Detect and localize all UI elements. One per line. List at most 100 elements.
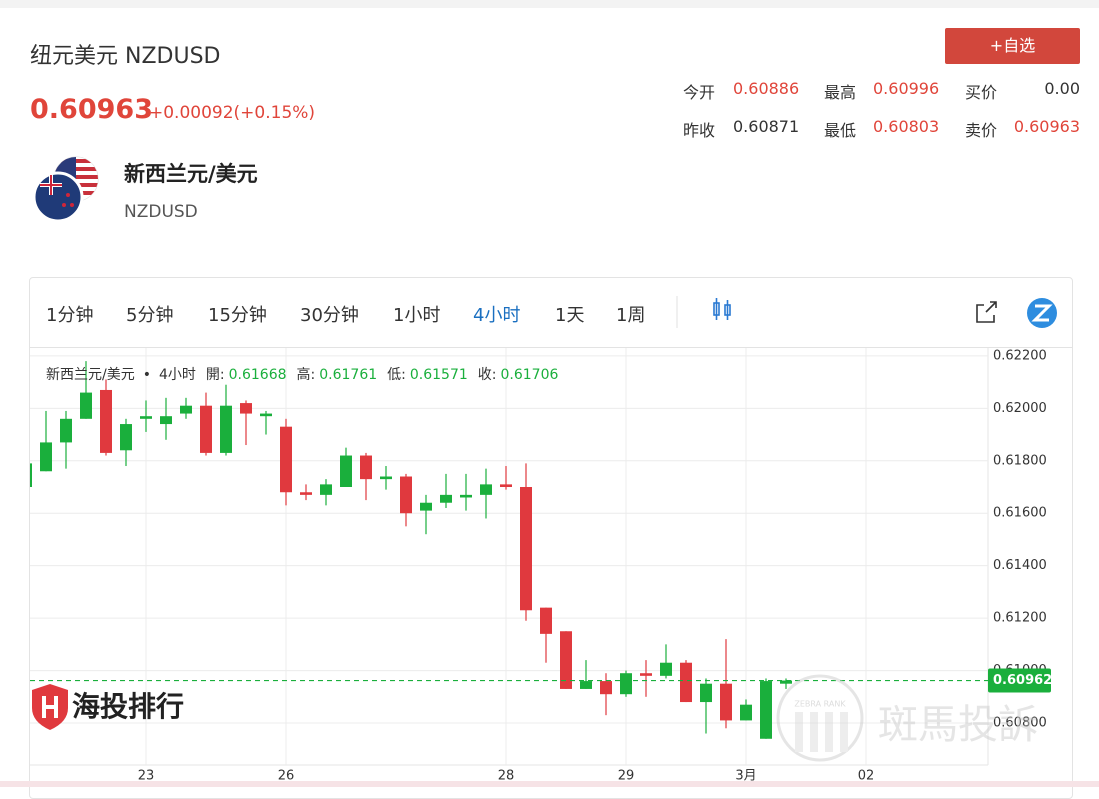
- candle-body: [520, 487, 532, 611]
- flag-icon: [32, 156, 99, 223]
- candle-body: [600, 681, 612, 695]
- candle-body: [80, 392, 92, 419]
- y-tick-label: 0.60800: [993, 716, 1047, 731]
- candle-body: [580, 681, 592, 689]
- x-tick-label: 02: [858, 769, 875, 784]
- stat-value: 0.60803: [873, 117, 940, 136]
- legend-field-label: 收:: [478, 367, 497, 383]
- y-tick-label: 0.61800: [993, 453, 1047, 468]
- candle-body: [160, 416, 172, 425]
- legend-field-value: 0.61571: [410, 367, 468, 383]
- logo-text: 海投排行: [72, 690, 184, 723]
- candle-body: [30, 463, 32, 487]
- y-tick-label: 0.62000: [993, 401, 1047, 416]
- candle-body: [260, 413, 272, 417]
- candle-body: [300, 492, 312, 495]
- toolbar-divider: [30, 347, 1072, 348]
- stat-value: 0.60963: [1013, 117, 1080, 136]
- interval-tab[interactable]: 30分钟: [300, 305, 359, 326]
- candle-body: [240, 403, 252, 414]
- stat-value: 0.60996: [873, 79, 940, 98]
- page-title: 纽元美元 NZDUSD: [30, 44, 221, 69]
- interval-tab[interactable]: 1周: [616, 305, 646, 326]
- interval-tab[interactable]: 1天: [555, 305, 585, 326]
- candles: [30, 361, 792, 739]
- legend-field-value: 0.61668: [229, 367, 287, 383]
- candle-body: [180, 405, 192, 414]
- price: 0.60963: [30, 94, 153, 125]
- candle-body: [40, 442, 52, 472]
- instrument-code: NZDUSD: [124, 202, 198, 222]
- logo-watermark: 海投排行: [32, 684, 184, 730]
- stat-value: 0.00: [1044, 79, 1080, 98]
- candle-body: [680, 662, 692, 703]
- legend-interval: 4小时: [159, 367, 196, 383]
- legend-field-label: 高:: [297, 366, 316, 383]
- candle-body: [100, 389, 112, 453]
- add-watchlist-button[interactable]: +自选: [945, 28, 1080, 64]
- candle-body: [620, 673, 632, 695]
- badge-text: ZEBRA RANK: [794, 700, 846, 709]
- stat-value: 0.60886: [733, 79, 800, 98]
- top-bar: [0, 0, 1099, 8]
- y-tick-label: 0.61200: [993, 611, 1047, 626]
- legend-name: 新西兰元/美元: [46, 367, 135, 383]
- overlay: 0.62200 0.62000 0.61800 0.61600 0.61400 0.612…: [30, 348, 1052, 784]
- y-tick-label: 0.61400: [993, 558, 1047, 573]
- price-change: +0.00092(+0.15%): [149, 103, 316, 123]
- popout-icon[interactable]: [976, 301, 997, 323]
- candle-body: [740, 704, 752, 721]
- candle-body: [760, 681, 772, 739]
- candle-body: [540, 607, 552, 634]
- y-tick-label: 0.62200: [993, 348, 1047, 363]
- candle-body: [500, 484, 512, 487]
- brand-icon[interactable]: [1027, 298, 1057, 328]
- candle-body: [280, 426, 292, 493]
- candle-body: [660, 662, 672, 676]
- candle-body: [200, 405, 212, 453]
- candle-body: [420, 502, 432, 511]
- interval-tab[interactable]: 1小时: [393, 305, 441, 326]
- candle-body: [560, 631, 572, 689]
- x-tick-label: 3月: [735, 769, 756, 784]
- candle-body: [220, 405, 232, 453]
- x-tick-label: 26: [278, 769, 295, 784]
- interval-tab[interactable]: 4小时: [473, 305, 521, 326]
- candle-body: [460, 494, 472, 498]
- candle-type-icon[interactable]: [713, 298, 731, 320]
- interval-tab[interactable]: 1分钟: [46, 305, 94, 326]
- bottom-strip: [0, 781, 1099, 787]
- legend-field-value: 0.61761: [319, 367, 377, 383]
- candle-body: [400, 476, 412, 514]
- brand-text: 斑馬投訴: [878, 702, 1038, 748]
- brand-watermark: ZEBRA RANK 斑馬投訴: [776, 674, 1038, 762]
- candle-body: [360, 455, 372, 480]
- stat-label: 昨收: [683, 121, 716, 140]
- candle-body: [480, 484, 492, 495]
- x-tick-label: 29: [618, 769, 635, 784]
- candle-body: [720, 683, 732, 721]
- instrument-name: 新西兰元/美元: [124, 162, 258, 186]
- stat-label: 最低: [824, 121, 857, 140]
- candle-body: [120, 424, 132, 451]
- stat-value: 0.60871: [733, 117, 800, 136]
- candle-body: [640, 673, 652, 676]
- stat-label: 买价: [965, 83, 998, 102]
- interval-tab[interactable]: 5分钟: [126, 305, 174, 326]
- candle-body: [320, 484, 332, 495]
- candle-body: [700, 683, 712, 703]
- legend-field-label: 開:: [206, 367, 225, 383]
- candle-body: [140, 416, 152, 419]
- candle-body: [440, 494, 452, 503]
- interval-tab[interactable]: 15分钟: [208, 305, 267, 326]
- candle-body: [380, 476, 392, 480]
- candle-body: [340, 455, 352, 487]
- legend-separator: •: [143, 367, 151, 383]
- last-price-label: 0.60962: [993, 673, 1052, 688]
- legend-field-label: 低:: [387, 367, 406, 383]
- candle-body: [60, 418, 72, 443]
- last-price-box: [988, 668, 1051, 693]
- x-tick-label: 28: [498, 769, 515, 784]
- x-tick-label: 23: [138, 769, 155, 784]
